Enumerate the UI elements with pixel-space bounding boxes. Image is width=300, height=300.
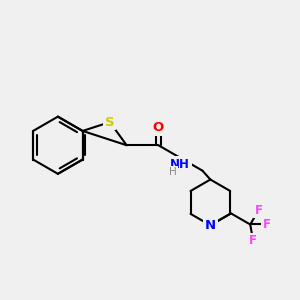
Text: F: F [249, 234, 257, 247]
Text: H: H [169, 167, 177, 177]
Text: F: F [263, 218, 271, 231]
Text: S: S [105, 116, 115, 129]
Text: O: O [153, 121, 164, 134]
Text: F: F [254, 204, 262, 217]
Text: N: N [205, 219, 216, 232]
Text: NH: NH [170, 158, 190, 171]
